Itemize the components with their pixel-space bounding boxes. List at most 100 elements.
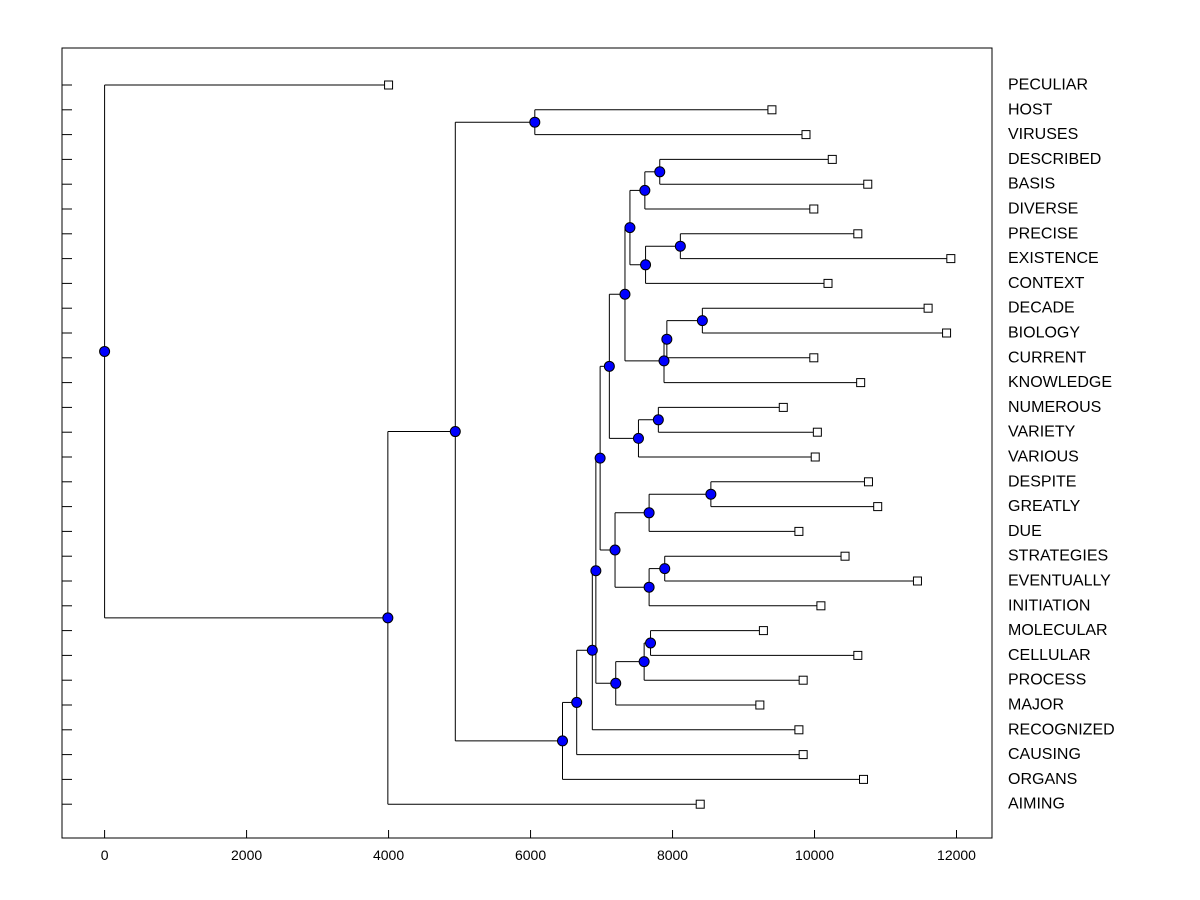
merge-node-n15: [643, 507, 655, 519]
leaf-markers: [384, 80, 956, 809]
merge-nodes: [99, 116, 717, 747]
merge-node-n6: [624, 222, 636, 234]
leaf-label-strategies: STRATEGIES: [1008, 548, 1108, 565]
leaf-label-aiming: AIMING: [1008, 796, 1065, 813]
plot-frame: [61, 47, 993, 839]
leaf-marker-current: [809, 353, 819, 363]
leaf-label-due: DUE: [1008, 523, 1042, 540]
leaf-label-basis: BASIS: [1008, 176, 1055, 193]
leaf-label-recognized: RECOGNIZED: [1008, 721, 1115, 738]
leaf-marker-organs: [859, 774, 869, 784]
merge-node-n25: [571, 696, 583, 708]
merge-node-n16: [659, 563, 671, 575]
leaf-label-existence: EXISTENCE: [1008, 250, 1099, 267]
leaf-label-process: PROCESS: [1008, 672, 1086, 689]
leaf-marker-biology: [942, 328, 952, 338]
leaf-label-molecular: MOLECULAR: [1008, 622, 1108, 639]
merge-node-n28: [382, 612, 394, 624]
leaf-marker-process: [798, 675, 808, 685]
leaf-marker-diverse: [809, 204, 819, 214]
leaf-marker-numerous: [778, 402, 788, 412]
leaf-marker-context: [823, 278, 833, 288]
leaf-marker-despite: [863, 477, 873, 487]
leaf-marker-knowledge: [856, 378, 866, 388]
leaf-label-diverse: DIVERSE: [1008, 201, 1078, 218]
leaf-label-variety: VARIETY: [1008, 424, 1076, 441]
x-tick-label-12000: 12000: [937, 847, 976, 863]
leaf-label-major: MAJOR: [1008, 697, 1064, 714]
leaf-marker-decade: [923, 303, 933, 313]
x-ticks: 0 2000 4000 6000 8000 10000 12000: [101, 830, 976, 863]
merge-node-n1: [529, 116, 541, 128]
leaf-marker-molecular: [758, 626, 768, 636]
merge-node-n8: [661, 333, 673, 345]
leaf-label-numerous: NUMEROUS: [1008, 399, 1101, 416]
x-tick-label-8000: 8000: [657, 847, 688, 863]
merge-node-n23: [590, 565, 602, 577]
leaf-marker-existence: [946, 254, 956, 264]
leaf-marker-precise: [853, 229, 863, 239]
leaf-label-initiation: INITIATION: [1008, 597, 1090, 614]
merge-node-n22: [610, 677, 622, 689]
leaf-marker-peculiar: [384, 80, 394, 90]
leaf-label-causing: CAUSING: [1008, 746, 1081, 763]
merge-node-n11: [652, 414, 664, 426]
x-tick-label-6000: 6000: [515, 847, 546, 863]
leaf-label-context: CONTEXT: [1008, 275, 1085, 292]
leaf-marker-various: [810, 452, 820, 462]
merge-node-n10: [619, 288, 631, 300]
leaf-label-biology: BIOLOGY: [1008, 325, 1080, 342]
merge-node-n9: [658, 355, 670, 367]
leaf-marker-aiming: [695, 799, 705, 809]
leaf-label-greatly: GREATLY: [1008, 498, 1081, 515]
leaf-marker-viruses: [801, 130, 811, 140]
merge-node-n29: [99, 345, 111, 357]
leaf-label-described: DESCRIBED: [1008, 151, 1101, 168]
leaf-label-cellular: CELLULAR: [1008, 647, 1091, 664]
leaf-label-knowledge: KNOWLEDGE: [1008, 374, 1112, 391]
leaf-label-despite: DESPITE: [1008, 473, 1076, 490]
merge-node-n17: [643, 581, 655, 593]
leaf-marker-greatly: [873, 502, 883, 512]
x-tick-label-10000: 10000: [795, 847, 834, 863]
leaf-label-peculiar: PECULIAR: [1008, 77, 1088, 94]
leaf-labels: PECULIAR HOST VIRUSES DESCRIBED BASIS DIVERSE…: [1008, 77, 1115, 813]
merge-node-n3: [639, 184, 651, 196]
leaf-marker-major: [755, 700, 765, 710]
leaf-marker-initiation: [816, 601, 826, 611]
x-tick-label-2000: 2000: [231, 847, 262, 863]
merge-node-n5: [640, 259, 652, 271]
x-tick-label-0: 0: [101, 847, 109, 863]
merge-node-n26: [556, 735, 568, 747]
leaf-marker-described: [827, 154, 837, 164]
leaf-label-viruses: VIRUSES: [1008, 126, 1078, 143]
leaf-marker-variety: [812, 427, 822, 437]
y-ticks: [62, 84, 72, 805]
leaf-label-current: CURRENT: [1008, 349, 1086, 366]
dendrogram-links: [104, 84, 951, 805]
merge-node-n14: [705, 488, 717, 500]
merge-node-n18: [609, 544, 621, 556]
leaf-marker-host: [767, 105, 777, 115]
merge-node-n13: [603, 360, 615, 372]
leaf-marker-strategies: [840, 551, 850, 561]
leaf-marker-eventually: [912, 576, 922, 586]
leaf-marker-due: [794, 526, 804, 536]
merge-node-n2: [654, 166, 666, 178]
leaf-label-eventually: EVENTUALLY: [1008, 573, 1111, 590]
merge-node-n12: [632, 432, 644, 444]
leaf-label-organs: ORGANS: [1008, 771, 1077, 788]
leaf-label-precise: PRECISE: [1008, 225, 1078, 242]
merge-node-n19: [594, 452, 606, 464]
merge-node-n4: [674, 240, 686, 252]
leaf-marker-causing: [798, 750, 808, 760]
leaf-marker-recognized: [794, 725, 804, 735]
leaf-marker-basis: [863, 179, 873, 189]
merge-node-n24: [586, 644, 598, 656]
x-tick-label-4000: 4000: [373, 847, 404, 863]
merge-node-n27: [449, 426, 461, 438]
leaf-marker-cellular: [853, 650, 863, 660]
merge-node-n21: [638, 656, 650, 668]
leaf-label-various: VARIOUS: [1008, 449, 1079, 466]
